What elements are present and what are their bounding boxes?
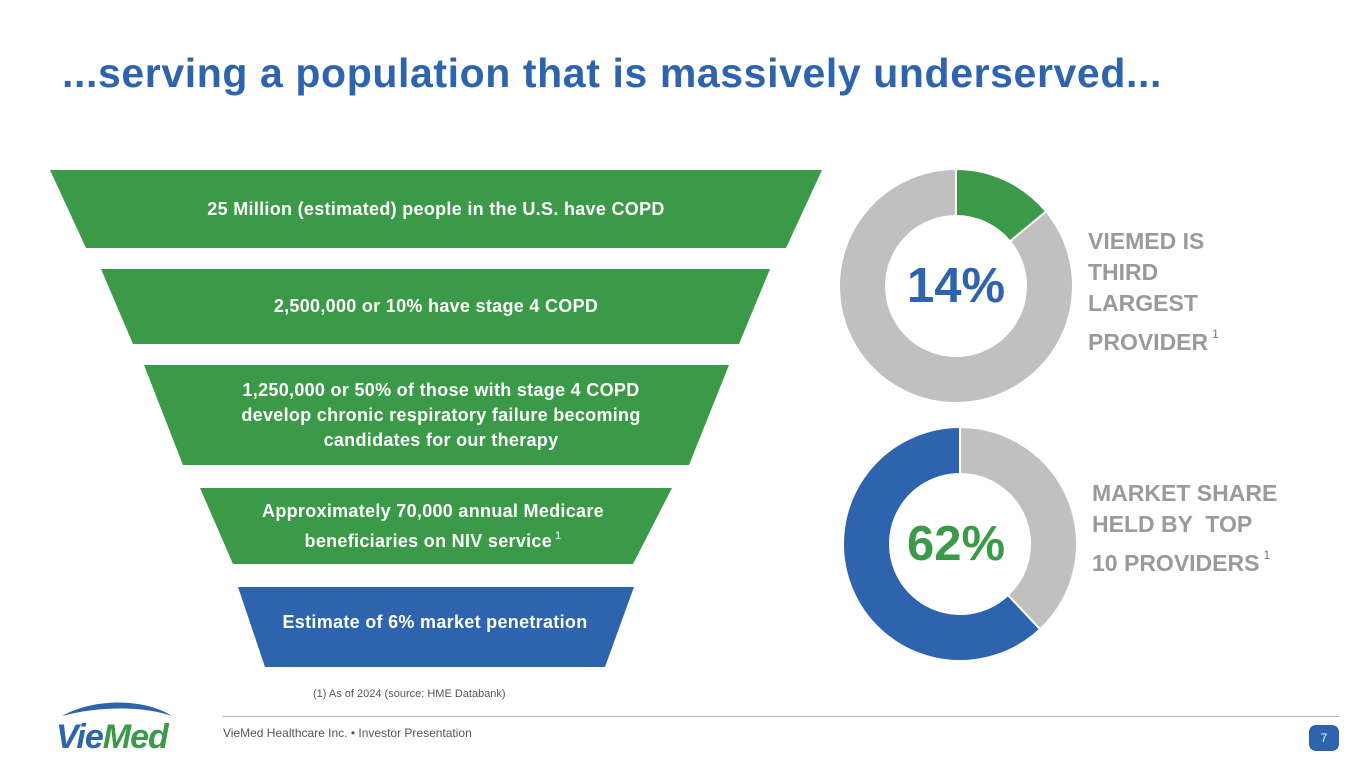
- donut-2-slice-2: [842, 426, 1042, 662]
- funnel-tier-2-line-1: 2,500,000 or 10% have stage 4 COPD: [273, 296, 599, 316]
- donut-1-slice-2: [838, 168, 1074, 404]
- donut-1-title-line-2: THIRD: [1088, 259, 1159, 285]
- donut-2-title-line-1: MARKET SHARE: [1092, 480, 1278, 506]
- funnel-tier-3-text: 1,250,000 or 50% of those with stage 4 C…: [183, 365, 699, 465]
- footer-company-text: VieMed Healthcare Inc. • Investor Presen…: [223, 726, 472, 740]
- funnel-tier-4-shape: [200, 488, 672, 564]
- donut-1-title-line-4: PROVIDER: [1088, 329, 1209, 355]
- donut-2-title-line-3: 10 PROVIDERS: [1092, 550, 1260, 576]
- funnel-tier-1-line-1: 25 Million (estimated) people in the U.S…: [207, 198, 665, 219]
- page-title: ...serving a population that is massivel…: [62, 50, 1162, 96]
- funnel-tier-4-line-2: beneficiaries on NIV service 1: [305, 524, 562, 554]
- funnel-tier-4-line-2-text: beneficiaries on NIV service: [304, 530, 553, 551]
- donut-2-title-line-3-wrap: 10 PROVIDERS 1: [1092, 540, 1277, 579]
- logo-swoosh-icon: [62, 702, 172, 716]
- funnel-tier-4-line-1: Approximately 70,000 annual Medicare: [262, 500, 604, 521]
- donut-2-slice-1: [959, 426, 1078, 631]
- funnel-tier-3-shape: [144, 365, 729, 465]
- donut-1-center-value: 14%: [906, 259, 1006, 313]
- funnel-tier-1-text: 25 Million (estimated) people in the U.S…: [86, 170, 786, 248]
- page-number-badge: 7: [1309, 725, 1339, 751]
- funnel-tier-4-text: Approximately 70,000 annual Medicare ben…: [233, 488, 633, 564]
- funnel-tier-5-shape: [238, 587, 634, 667]
- donut-2-center-value: 62%: [906, 517, 1006, 571]
- funnel-tier-4-footnote-marker: 1: [555, 529, 562, 542]
- donut-1-title-line-3: LARGEST: [1088, 290, 1198, 316]
- funnel-tier-3-line-2: develop chronic respiratory failure beco…: [241, 404, 641, 425]
- funnel-tier-1-shape: [50, 170, 822, 248]
- donut-2-title: MARKET SHARE HELD BY TOP 10 PROVIDERS 1: [1092, 478, 1277, 579]
- footnote: (1) As of 2024 (source: HME Databank): [313, 688, 506, 700]
- donut-2-title-line-2: HELD BY TOP: [1092, 511, 1253, 537]
- funnel-tier-5-text: Estimate of 6% market penetration: [255, 587, 615, 657]
- funnel-tier-2-shape: [101, 269, 770, 344]
- donut-1-title-line-4-wrap: PROVIDER 1: [1088, 319, 1219, 358]
- funnel-tier-5-line-1: Estimate of 6% market penetration: [282, 611, 588, 632]
- footer-divider: [222, 716, 1339, 717]
- donut-1-title: VIEMED IS THIRD LARGEST PROVIDER 1: [1088, 226, 1219, 358]
- donut-chart-provider-rank: [838, 168, 1074, 404]
- donut-chart-market-share: [842, 426, 1078, 662]
- funnel-tier-3-line-1: 1,250,000 or 50% of those with stage 4 C…: [242, 379, 640, 400]
- funnel-tier-3-line-3: candidates for our therapy: [323, 429, 559, 450]
- donut-1-footnote-marker: 1: [1212, 327, 1219, 341]
- funnel-tier-2-text: 2,500,000 or 10% have stage 4 COPD: [133, 269, 739, 344]
- logo-wordmark: VieMed: [56, 718, 170, 752]
- donut-2-footnote-marker: 1: [1263, 548, 1271, 562]
- viemed-logo: VieMed: [56, 702, 172, 752]
- donut-1-title-line-1: VIEMED IS: [1088, 228, 1205, 254]
